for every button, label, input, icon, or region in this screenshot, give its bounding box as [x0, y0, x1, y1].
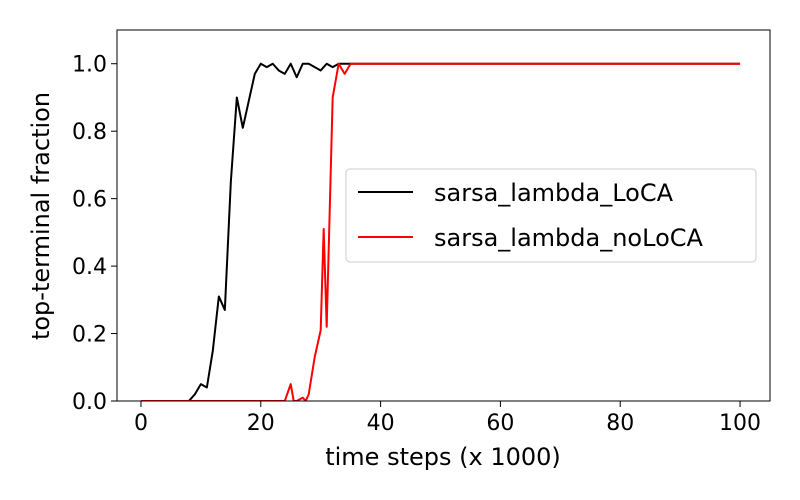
x-tick-label: 40	[367, 411, 395, 436]
y-tick-label: 1.0	[72, 53, 107, 78]
x-axis-title: time steps (x 1000)	[325, 443, 561, 471]
plot-frame	[116, 29, 771, 402]
legend-label: sarsa_lambda_noLoCA	[434, 224, 704, 252]
legend-box	[345, 168, 757, 263]
x-axis-ticks: 0 20 40 60 80 100	[134, 401, 761, 436]
x-tick-label: 80	[606, 411, 634, 436]
x-tick-label: 20	[247, 411, 275, 436]
series-layer	[140, 62, 741, 401]
legend-label: sarsa_lambda_LoCA	[434, 179, 674, 207]
y-axis-title: top-terminal fraction	[27, 92, 55, 340]
x-tick-label: 100	[719, 411, 761, 436]
y-tick-label: 0.4	[72, 255, 107, 280]
x-tick-label: 0	[134, 411, 148, 436]
y-tick-label: 0.2	[72, 323, 107, 348]
y-axis-ticks: 0.0 0.2 0.4 0.6 0.8 1.0	[72, 53, 117, 415]
legend: sarsa_lambda_LoCA sarsa_lambda_noLoCA	[345, 168, 757, 263]
y-tick-label: 0.8	[72, 120, 107, 145]
x-tick-label: 60	[486, 411, 514, 436]
series-line-2	[140, 62, 741, 401]
y-tick-label: 0.6	[72, 188, 107, 213]
y-tick-label: 0.0	[72, 390, 107, 415]
